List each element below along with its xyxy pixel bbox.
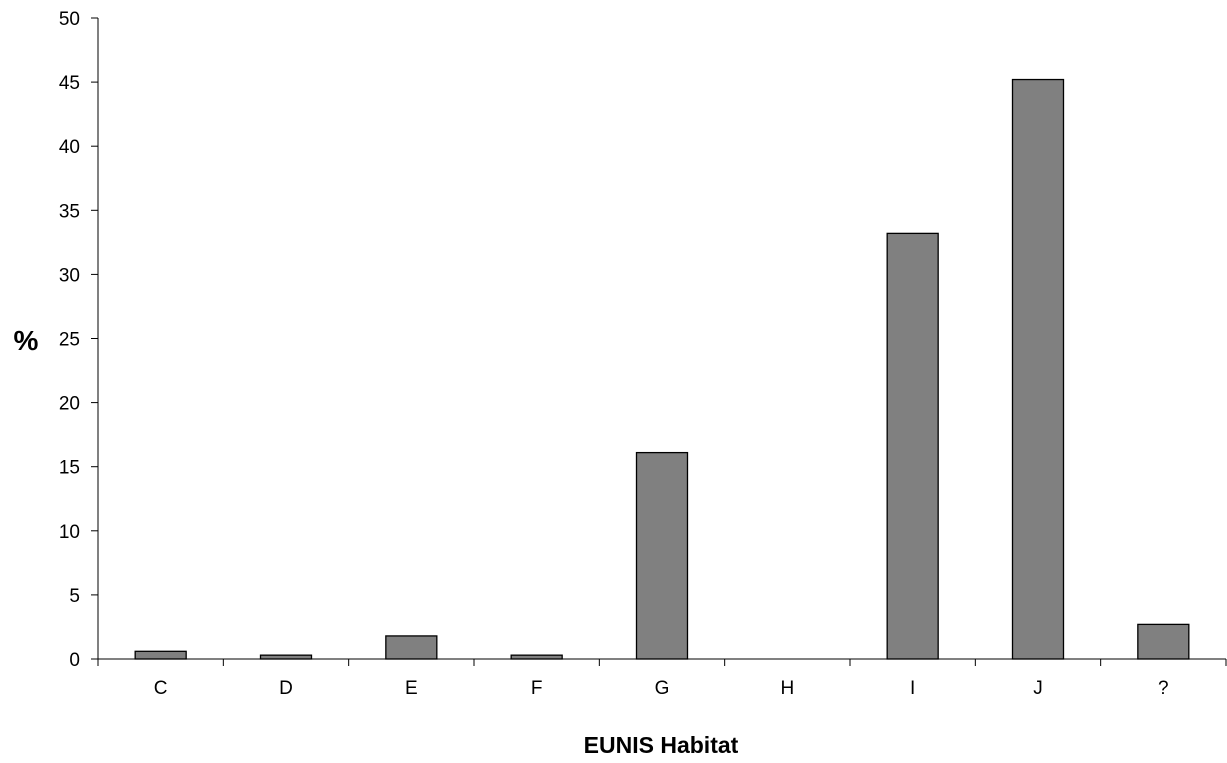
x-tick-label: D [279, 678, 293, 699]
y-tick-label: 35 [59, 201, 80, 222]
bar [510, 654, 563, 660]
y-tick-label: 10 [59, 522, 80, 543]
bar [1137, 623, 1190, 660]
y-tick-label: 20 [59, 394, 80, 415]
x-tick-label: E [405, 678, 418, 699]
y-axis: 0 5 10 15 20 25 30 35 40 45 50 [59, 9, 99, 671]
x-axis-title: EUNIS Habitat [584, 732, 739, 758]
y-tick-label: 40 [59, 137, 80, 158]
bar [134, 650, 187, 660]
bar [385, 635, 438, 660]
bars [134, 78, 1190, 660]
x-axis: C D E F G H I J? [97, 658, 1227, 699]
y-tick-label: 30 [59, 265, 80, 286]
y-tick-label: 25 [59, 330, 80, 351]
x-tick-label: G [655, 678, 670, 699]
y-tick-label: 45 [59, 73, 80, 94]
x-tick-label: J [1033, 678, 1043, 699]
bar [635, 451, 689, 660]
x-tick-label: C [154, 678, 168, 699]
x-tick-label: ? [1158, 678, 1169, 699]
bar [886, 232, 939, 660]
y-axis-title: % [14, 325, 39, 356]
x-tick-label: H [780, 678, 794, 699]
y-tick-label: 15 [59, 458, 80, 479]
bar [259, 654, 313, 660]
x-tick-label: F [531, 678, 543, 699]
y-tick-label: 0 [69, 650, 80, 671]
bar [1011, 78, 1065, 660]
y-tick-label: 5 [69, 586, 80, 607]
x-tick-label: I [910, 678, 915, 699]
y-tick-label: 50 [59, 9, 80, 30]
